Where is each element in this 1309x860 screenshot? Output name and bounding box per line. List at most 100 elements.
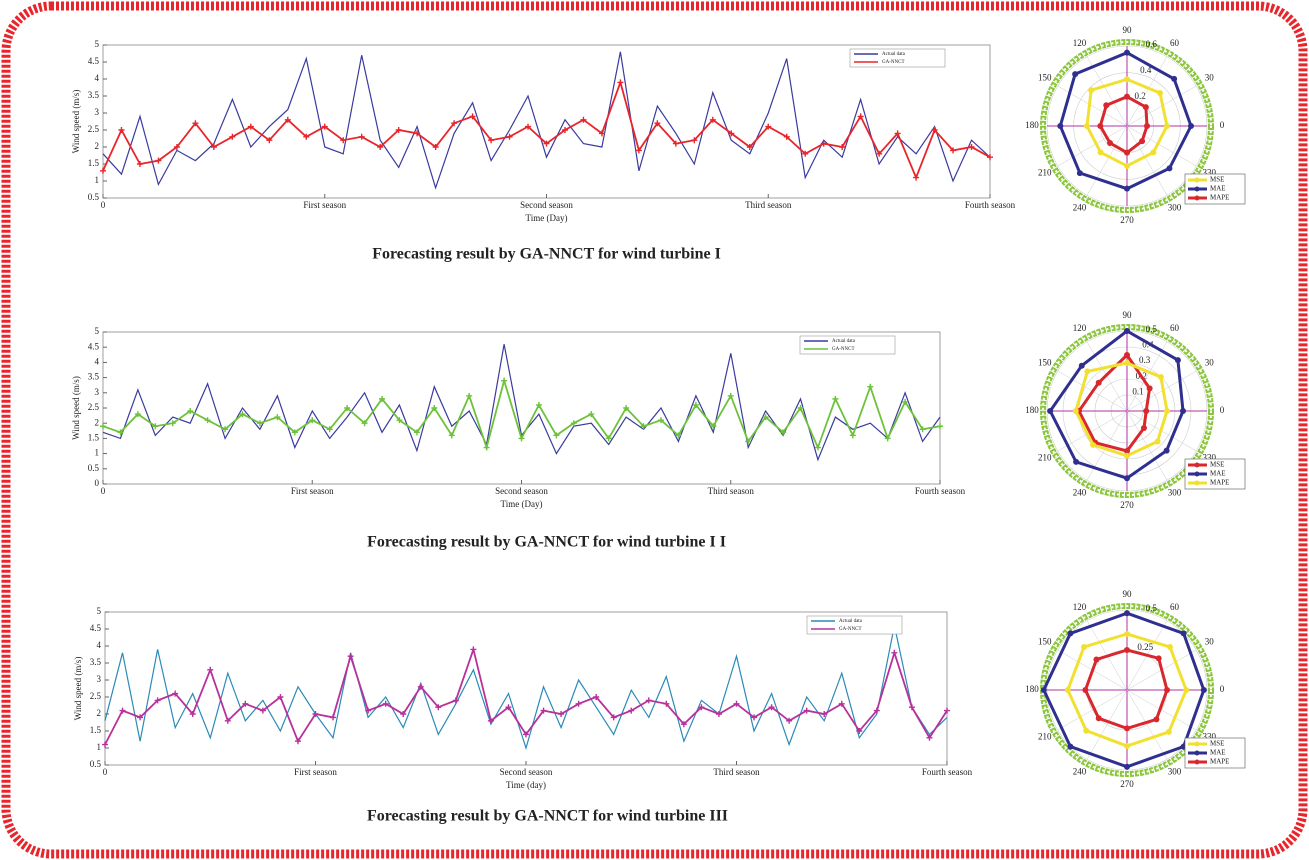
- marker: [1124, 50, 1130, 56]
- theta-tick-label: 60: [1170, 602, 1180, 612]
- legend-label: GA-NNCT: [839, 627, 862, 632]
- legend-label: MAE: [1210, 749, 1226, 757]
- marker: [1082, 687, 1088, 693]
- y-axis-label: Wind speed (m/s): [71, 376, 81, 440]
- y-tick-label: 2: [97, 708, 102, 718]
- theta-tick-label: 240: [1073, 766, 1087, 776]
- theta-tick-label: 150: [1038, 73, 1052, 83]
- theta-tick-label: 150: [1038, 358, 1052, 368]
- marker: [1096, 380, 1102, 386]
- y-tick-label: 4: [95, 73, 100, 83]
- legend-marker: [1195, 472, 1200, 477]
- legend-marker: [1195, 196, 1200, 201]
- y-tick-label: 1.5: [90, 725, 102, 735]
- figure: 0.5 1 1.5 2 2.5 3 3.5 4 4.5 5 0 First season Second …: [0, 0, 1309, 860]
- marker: [1143, 104, 1149, 110]
- y-tick-label: 1: [97, 742, 102, 752]
- y-tick-label: 4.5: [88, 56, 100, 66]
- x-axis-label: Time (day): [506, 780, 546, 790]
- x-tick-label: Second season: [500, 767, 553, 777]
- theta-tick-label: 60: [1170, 323, 1180, 333]
- legend-label: GA-NNCT: [832, 347, 855, 352]
- legend-marker: [1195, 481, 1200, 486]
- y-tick-label: 3.5: [90, 657, 102, 667]
- y-tick-label: 2: [95, 141, 100, 151]
- marker: [1103, 102, 1109, 108]
- marker: [1124, 328, 1130, 334]
- x-tick-label: Second season: [495, 486, 548, 496]
- theta-tick-label: 0: [1220, 120, 1225, 130]
- theta-tick-label: 90: [1123, 310, 1133, 320]
- marker: [1156, 655, 1162, 661]
- marker: [1047, 408, 1053, 414]
- marker: [1157, 90, 1163, 96]
- y-axis-label: Wind speed (m/s): [73, 657, 83, 721]
- y-tick-label: 1: [95, 448, 100, 458]
- theta-tick-label: 300: [1168, 202, 1182, 212]
- marker: [1124, 475, 1130, 481]
- y-tick-label: 5: [95, 39, 100, 49]
- marker: [1084, 123, 1090, 129]
- theta-tick-label: 60: [1170, 38, 1180, 48]
- legend-label: MSE: [1210, 740, 1224, 748]
- marker: [1067, 630, 1073, 636]
- marker: [1124, 631, 1130, 637]
- marker: [1072, 71, 1078, 77]
- marker: [1124, 725, 1130, 731]
- theta-tick-label: 210: [1038, 732, 1052, 742]
- y-tick-label: 4.5: [88, 341, 100, 351]
- marker: [1155, 439, 1161, 445]
- plot-area: [105, 612, 947, 765]
- legend-label: Actual data: [882, 52, 906, 57]
- marker: [1166, 729, 1172, 735]
- marker: [1167, 644, 1173, 650]
- marker: [1124, 163, 1130, 169]
- theta-tick-label: 180: [1025, 120, 1039, 130]
- y-tick-label: 3.5: [88, 372, 100, 382]
- y-tick-label: 2.5: [88, 124, 100, 134]
- marker: [1124, 186, 1130, 192]
- theta-tick-label: 180: [1025, 684, 1039, 694]
- x-tick-label: First season: [303, 200, 346, 210]
- spoke: [1087, 690, 1127, 759]
- marker: [1067, 744, 1073, 750]
- theta-tick-label: 0: [1220, 405, 1225, 415]
- marker: [1090, 442, 1096, 448]
- legend-label: Actual data: [839, 619, 863, 624]
- marker: [1073, 408, 1079, 414]
- marker: [1188, 123, 1194, 129]
- theta-tick-label: 300: [1168, 487, 1182, 497]
- marker: [1164, 448, 1170, 454]
- y-tick-label: 3: [95, 387, 100, 397]
- marker: [1124, 352, 1130, 358]
- y-tick-label: 2.5: [90, 691, 102, 701]
- theta-tick-label: 120: [1073, 602, 1087, 612]
- marker: [1073, 459, 1079, 465]
- marker: [1181, 630, 1187, 636]
- marker: [1088, 87, 1094, 93]
- x-tick-label: Fourth season: [922, 767, 973, 777]
- legend-label: MAPE: [1210, 758, 1229, 766]
- marker: [1183, 687, 1189, 693]
- x-tick-label: First season: [294, 767, 337, 777]
- plot-area: [103, 332, 940, 484]
- x-tick-label: 0: [101, 486, 106, 496]
- marker: [1124, 610, 1130, 616]
- marker: [1166, 165, 1172, 171]
- x-axis-label: Time (Day): [501, 499, 543, 509]
- legend-marker: [1195, 187, 1200, 192]
- y-tick-label: 3.5: [88, 90, 100, 100]
- marker: [1143, 408, 1149, 414]
- spoke: [1127, 690, 1167, 759]
- theta-tick-label: 270: [1120, 215, 1134, 225]
- theta-tick-label: 90: [1123, 589, 1133, 599]
- legend-label: MAE: [1210, 470, 1226, 478]
- marker: [1201, 687, 1207, 693]
- marker: [1083, 728, 1089, 734]
- r-tick-label: 0.5: [1146, 324, 1158, 334]
- marker: [1164, 408, 1170, 414]
- marker: [1124, 453, 1130, 459]
- theta-tick-label: 30: [1205, 73, 1215, 83]
- marker: [1084, 368, 1090, 374]
- marker: [1124, 76, 1130, 82]
